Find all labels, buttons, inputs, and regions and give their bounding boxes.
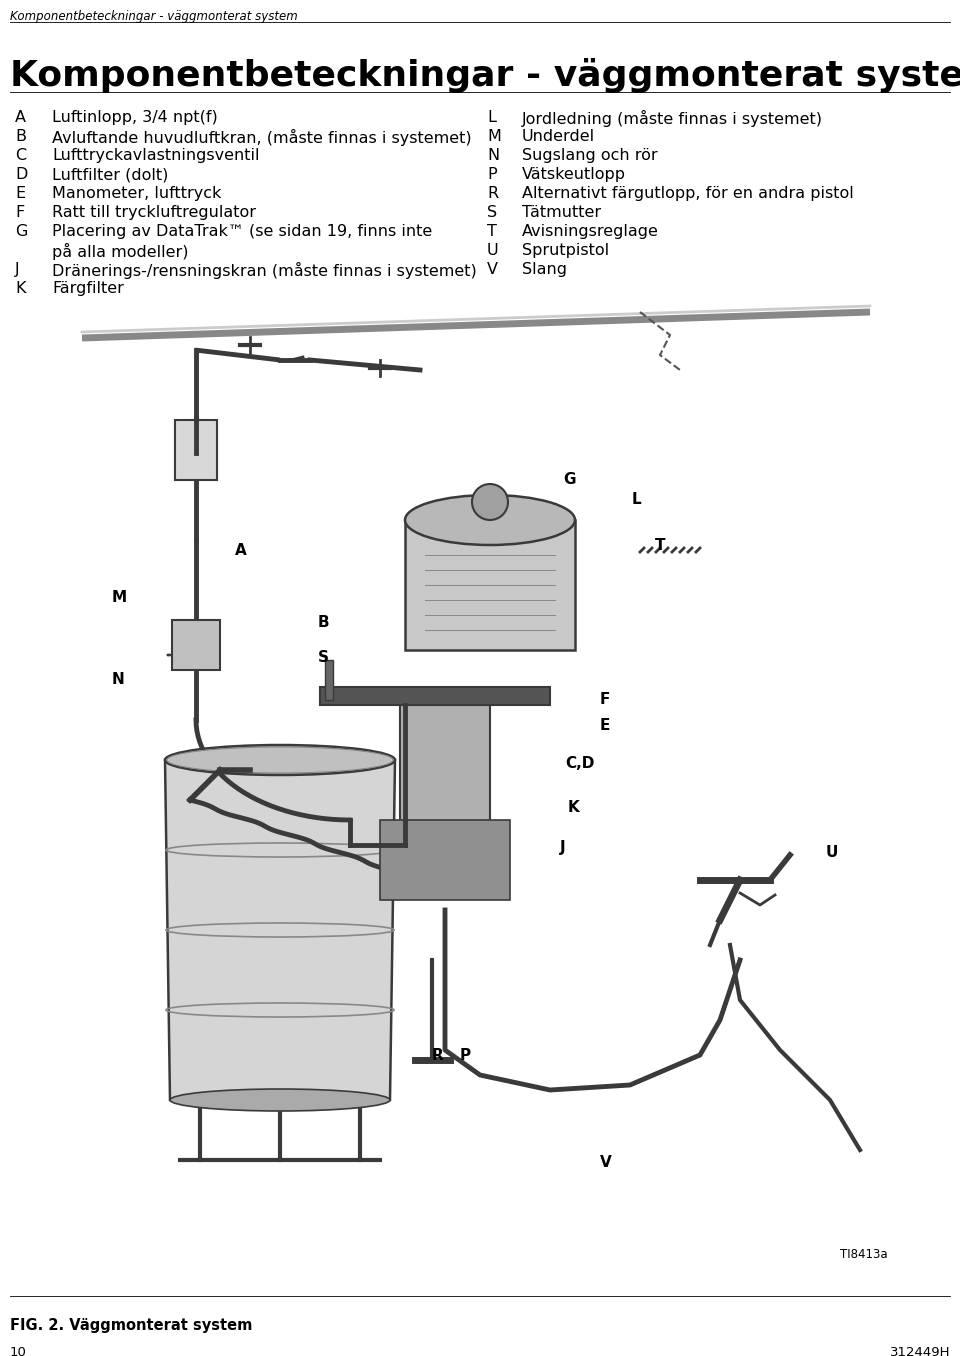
Text: B: B (15, 129, 26, 144)
Text: J: J (15, 262, 19, 277)
Text: N: N (112, 673, 125, 687)
Text: J: J (560, 839, 565, 856)
Text: V: V (487, 262, 498, 277)
Text: L: L (487, 110, 496, 125)
Text: E: E (600, 717, 611, 734)
Bar (325, 660, 333, 700)
Text: R: R (487, 186, 498, 201)
Text: F: F (15, 205, 24, 220)
Text: FIG. 2. Väggmonterat system: FIG. 2. Väggmonterat system (10, 1318, 252, 1333)
Text: TI8413a: TI8413a (840, 1248, 888, 1261)
Ellipse shape (170, 1089, 390, 1111)
Text: L: L (632, 492, 641, 507)
Text: P: P (460, 1048, 471, 1063)
Text: Slang: Slang (522, 262, 567, 277)
Text: U: U (826, 845, 838, 860)
Text: E: E (15, 186, 25, 201)
Text: A: A (235, 542, 247, 559)
Text: Luftfilter (dolt): Luftfilter (dolt) (52, 167, 168, 182)
Bar (405, 519, 575, 650)
Text: Sprutpistol: Sprutpistol (522, 243, 610, 258)
Bar (320, 687, 550, 705)
Text: Avluftande huvudluftkran, (måste finnas i systemet): Avluftande huvudluftkran, (måste finnas … (52, 129, 471, 146)
Text: T: T (655, 538, 665, 553)
Text: C: C (15, 148, 26, 163)
Bar (380, 820, 510, 900)
Text: Manometer, lufttryck: Manometer, lufttryck (52, 186, 222, 201)
Text: Dränerings-/rensningskran (måste finnas i systemet): Dränerings-/rensningskran (måste finnas … (52, 262, 477, 279)
Text: G: G (15, 224, 28, 239)
Text: G: G (563, 472, 575, 487)
Text: C,D: C,D (565, 757, 594, 772)
Text: T: T (487, 224, 497, 239)
Text: Alternativt färgutlopp, för en andra pistol: Alternativt färgutlopp, för en andra pis… (522, 186, 853, 201)
Text: U: U (487, 243, 498, 258)
Text: Ratt till tryckluftregulator: Ratt till tryckluftregulator (52, 205, 256, 220)
Bar (175, 420, 217, 480)
Ellipse shape (405, 495, 575, 545)
Bar (172, 620, 220, 670)
Ellipse shape (165, 744, 395, 776)
Text: på alla modeller): på alla modeller) (52, 243, 188, 260)
Text: D: D (15, 167, 28, 182)
Text: V: V (600, 1155, 612, 1170)
Text: R: R (432, 1048, 444, 1063)
Text: 10: 10 (10, 1347, 27, 1356)
Text: Lufttryckavlastningsventil: Lufttryckavlastningsventil (52, 148, 259, 163)
Text: Placering av DataTrak™ (se sidan 19, finns inte: Placering av DataTrak™ (se sidan 19, fin… (52, 224, 432, 239)
Text: N: N (487, 148, 499, 163)
Text: K: K (568, 800, 580, 815)
Text: Tätmutter: Tätmutter (522, 205, 601, 220)
Ellipse shape (167, 747, 393, 773)
Text: B: B (318, 616, 329, 631)
Text: F: F (600, 692, 611, 706)
Polygon shape (165, 759, 395, 1100)
Text: A: A (15, 110, 26, 125)
Text: P: P (487, 167, 496, 182)
Text: S: S (487, 205, 497, 220)
Text: Färgfilter: Färgfilter (52, 281, 124, 296)
Text: K: K (15, 281, 26, 296)
Text: M: M (487, 129, 501, 144)
Bar (400, 705, 490, 871)
Text: Luftinlopp, 3/4 npt(f): Luftinlopp, 3/4 npt(f) (52, 110, 218, 125)
Text: S: S (318, 650, 329, 664)
Circle shape (472, 484, 508, 519)
Text: Avisningsreglage: Avisningsreglage (522, 224, 659, 239)
Text: Underdel: Underdel (522, 129, 595, 144)
Text: Vätskeutlopp: Vätskeutlopp (522, 167, 626, 182)
Text: 312449H: 312449H (890, 1347, 950, 1356)
Text: Jordledning (måste finnas i systemet): Jordledning (måste finnas i systemet) (522, 110, 823, 127)
Text: M: M (112, 590, 127, 605)
Text: Sugslang och rör: Sugslang och rör (522, 148, 658, 163)
Text: Komponentbeteckningar - väggmonterat system: Komponentbeteckningar - väggmonterat sys… (10, 9, 298, 23)
Text: Komponentbeteckningar - väggmonterat system: Komponentbeteckningar - väggmonterat sys… (10, 58, 960, 94)
